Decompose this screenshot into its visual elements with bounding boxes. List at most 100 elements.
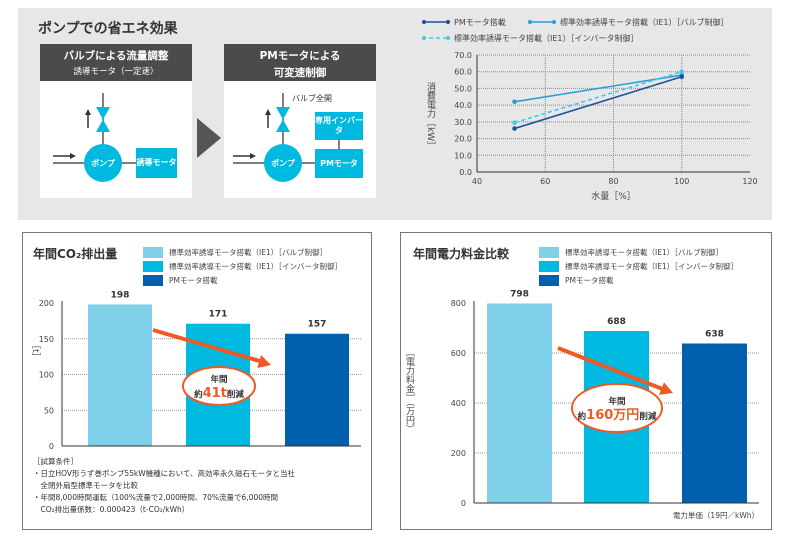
notes-heading: ［試算条件］ bbox=[33, 457, 78, 466]
x-tick-label: 60 bbox=[540, 177, 550, 186]
pump-schematic bbox=[53, 93, 160, 182]
note-line: ・日立HOV形うず巻ポンプ55kW機種において、高効率永久磁石モータと当社 bbox=[33, 469, 296, 478]
legend-item-pm: PMモータ搭載 bbox=[539, 273, 738, 287]
power-consumption-line-chart: PMモータ搭載 標準効率誘導モータ搭載（IE1）［バルブ制御］ 標準効率誘導モータ搭… bbox=[422, 17, 758, 202]
bar-value-label: 688 bbox=[607, 317, 626, 327]
y-tick-label: 200 bbox=[451, 449, 466, 458]
y-axis-label: ［t］ bbox=[30, 340, 41, 362]
reduction-arrow bbox=[557, 346, 666, 392]
electricity-cost-panel: 年間電力料金比較 標準効率誘導モータ搭載（IE1）［バルブ制御］ 標準効率誘導モ… bbox=[400, 232, 772, 530]
co2-chart-title: 年間CO₂排出量 bbox=[33, 247, 118, 261]
pump-schematic bbox=[233, 93, 340, 182]
data-point bbox=[512, 126, 517, 131]
legend-marker bbox=[422, 20, 426, 24]
series-line bbox=[514, 75, 682, 130]
y-tick-label: 0 bbox=[49, 442, 54, 451]
co2-legend: 標準効率誘導モータ搭載（IE1）［バルブ制御］ 標準効率誘導モータ搭載（IE1）… bbox=[143, 245, 342, 287]
pm-motor-diagram: PMモータによる 可変速制御 バルブ全開 ポンプ 専用インバータ PMモータ bbox=[224, 44, 376, 198]
legend-marker bbox=[422, 36, 426, 40]
section-title: ポンプでの省エネ効果 bbox=[38, 21, 178, 37]
badge-suffix: 削減 bbox=[639, 411, 657, 422]
cost-chart-title: 年間電力料金比較 bbox=[413, 247, 510, 261]
cost-legend: 標準効率誘導モータ搭載（IE1）［バルブ制御］ 標準効率誘導モータ搭載（IE1）… bbox=[539, 245, 738, 287]
y-tick-label: 20.0 bbox=[454, 135, 472, 144]
flow-arrow-icon bbox=[70, 153, 76, 159]
valve-full-open-label: バルブ全開 bbox=[292, 94, 332, 103]
badge-line1: 年間 bbox=[210, 374, 227, 385]
data-point bbox=[512, 99, 517, 105]
badge-line2: 約160万円削減 bbox=[578, 408, 657, 423]
x-tick-label: 120 bbox=[742, 177, 757, 186]
series-line bbox=[514, 74, 682, 103]
reduction-arrow bbox=[152, 328, 264, 364]
pm-motor-box: PMモータ bbox=[315, 149, 363, 178]
y-tick-label: 100 bbox=[39, 371, 54, 380]
induction-motor-box: 誘導モータ bbox=[136, 148, 177, 178]
cost-bar-chart: 0 200 400 600 800 798 688 638 ［電力料金］（万円） 年間約160万円… bbox=[404, 290, 759, 520]
diagram-title: バルブによる流量調整 bbox=[63, 50, 169, 62]
arrow-head-icon bbox=[257, 355, 271, 368]
valve-icon bbox=[96, 107, 110, 132]
reduction-badge bbox=[182, 366, 256, 406]
legend-label: PMモータ搭載 bbox=[454, 17, 506, 27]
inverter-box: 専用インバータ bbox=[315, 112, 363, 140]
y-tick-label: 70.0 bbox=[454, 51, 472, 60]
y-tick-label: 30.0 bbox=[454, 118, 472, 127]
badge-amount: 41t bbox=[203, 386, 227, 401]
arrow-head-icon bbox=[659, 382, 673, 395]
bar-value-label: 157 bbox=[308, 320, 327, 330]
note-line: CO₂排出量係数：0.000423（t-CO₂/kWh） bbox=[33, 505, 190, 514]
y-tick-label: 50 bbox=[44, 406, 54, 415]
note-line: ・年間8,000時間運転（100%流量で2,000時間、70%流量で6,000時… bbox=[33, 493, 279, 502]
y-tick-label: 400 bbox=[451, 399, 466, 408]
flow-arrow-icon bbox=[250, 153, 256, 159]
bar-value-label: 638 bbox=[705, 330, 724, 340]
valve-icon bbox=[276, 107, 290, 132]
data-point bbox=[679, 74, 685, 80]
badge-prefix: 約 bbox=[194, 389, 203, 400]
reduction-badge bbox=[571, 383, 663, 433]
y-tick-label: 40.0 bbox=[454, 101, 472, 110]
arrow-right-icon bbox=[197, 118, 221, 158]
diagram-header: バルブによる流量調整 誘導モータ（一定速） bbox=[40, 44, 192, 81]
legend-label: 標準効率誘導モータ搭載（IE1）［インバータ制御］ bbox=[454, 33, 639, 43]
data-point bbox=[512, 120, 517, 125]
legend-item-valve: 標準効率誘導モータ搭載（IE1）［バルブ制御］ bbox=[143, 245, 342, 259]
legend-item-valve: 標準効率誘導モータ搭載（IE1）［バルブ制御］ bbox=[539, 245, 738, 259]
diagram-header: PMモータによる 可変速制御 bbox=[224, 44, 376, 81]
bar-value-label: 198 bbox=[111, 290, 130, 300]
up-arrow-icon bbox=[265, 109, 271, 115]
y-tick-label: 200 bbox=[39, 299, 54, 308]
up-arrow-icon bbox=[85, 109, 91, 115]
unit-price-footnote: 電力単価（19円／kWh） bbox=[673, 510, 759, 520]
pump-label: ポンプ bbox=[271, 159, 295, 168]
bar bbox=[682, 343, 747, 503]
badge-prefix: 約 bbox=[578, 411, 587, 422]
legend-marker bbox=[552, 20, 556, 24]
y-tick-label: 60.0 bbox=[454, 68, 472, 77]
x-tick-label: 40 bbox=[472, 177, 482, 186]
diagram-subtitle: 誘導モータ（一定速） bbox=[73, 67, 159, 77]
pump-label: ポンプ bbox=[91, 159, 115, 168]
y-tick-label: 0 bbox=[461, 499, 466, 508]
diagram-title-line2: 可変速制御 bbox=[273, 67, 327, 79]
y-axis-label: 消費電力［kW］ bbox=[425, 81, 436, 150]
bar-value-label: 171 bbox=[209, 310, 228, 320]
y-axis-label: ［電力料金］（万円） bbox=[404, 348, 415, 434]
calculation-notes: ［試算条件］ ・日立HOV形うず巻ポンプ55kW機種において、高効率永久磁石モー… bbox=[33, 456, 295, 516]
pump-icon bbox=[84, 144, 122, 182]
energy-saving-section: ポンプでの省エネ効果 バルブによる流量調整 誘導モータ（一定速） ポンプ 誘導モ… bbox=[18, 8, 772, 220]
legend-item-pm: PMモータ搭載 bbox=[143, 273, 342, 287]
diagram-title: PMモータによる bbox=[259, 50, 341, 62]
legend-marker bbox=[528, 20, 532, 24]
valve-control-diagram: バルブによる流量調整 誘導モータ（一定速） ポンプ 誘導モータ bbox=[40, 44, 192, 198]
badge-line1: 年間 bbox=[608, 396, 625, 407]
y-tick-label: 10.0 bbox=[454, 151, 472, 160]
legend-marker bbox=[446, 20, 450, 24]
badge-suffix: 削減 bbox=[227, 389, 245, 400]
bar bbox=[88, 304, 152, 446]
legend-label: 標準効率誘導モータ搭載（IE1）［バルブ制御］ bbox=[560, 17, 729, 27]
legend-item-inverter: 標準効率誘導モータ搭載（IE1）［インバータ制御］ bbox=[143, 259, 342, 273]
bar bbox=[487, 303, 552, 503]
